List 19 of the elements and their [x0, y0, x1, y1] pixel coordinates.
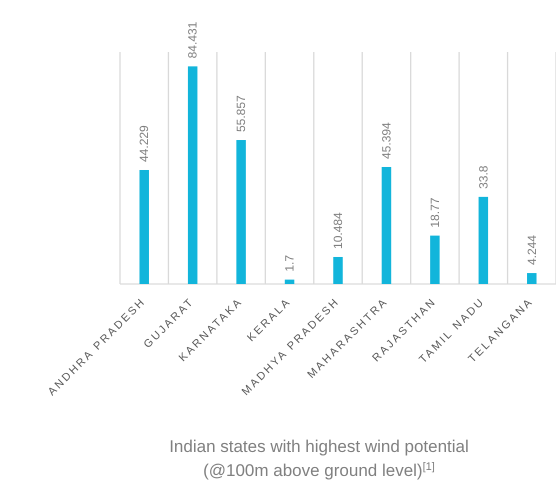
bar: [527, 273, 537, 284]
data-label: 4.244: [524, 234, 539, 266]
bar: [139, 170, 149, 284]
text: Indian states with highest wind potential (@100m above ground level)$^{[1]}$: [169, 437, 469, 480]
data-label: 33.8: [476, 165, 490, 189]
data-label: 10.484: [331, 212, 345, 249]
bar: [333, 256, 343, 284]
data-label: 44.229: [137, 124, 152, 162]
data-label: 18.77: [428, 197, 442, 228]
bar: [284, 280, 294, 284]
bar: [478, 196, 488, 284]
data-label: 84.431: [186, 21, 200, 58]
data-label: 55.857: [234, 94, 248, 132]
data-label: 1.7: [282, 254, 297, 272]
bar: [430, 236, 440, 284]
bar: [382, 166, 392, 284]
bar: [188, 66, 198, 284]
bar: [236, 140, 246, 284]
data-label: 45.394: [379, 122, 394, 159]
